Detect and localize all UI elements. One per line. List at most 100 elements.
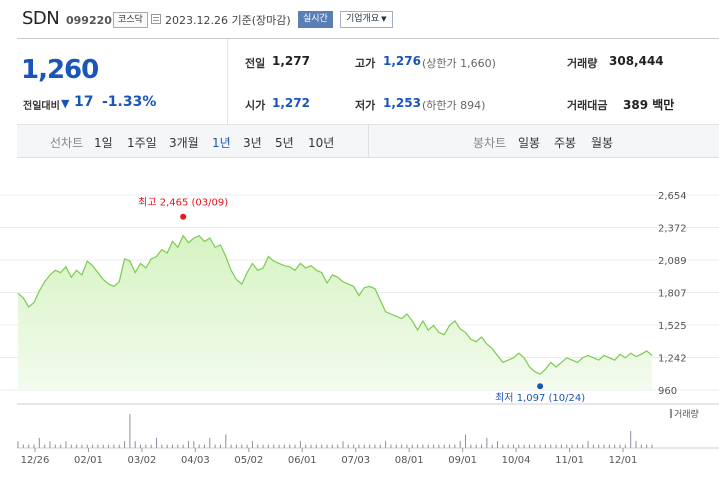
low-label: 저가 xyxy=(355,99,376,112)
volume-bar xyxy=(124,441,126,448)
quote-date: 2023.12.26 기준(장마감) xyxy=(165,14,291,27)
volume-bar xyxy=(235,444,237,448)
volume-bar xyxy=(108,444,110,448)
amount-label: 거래대금 xyxy=(567,99,608,112)
volume-bar xyxy=(92,444,94,448)
volume-bar xyxy=(283,444,285,448)
candle-chart-label: 봉차트 xyxy=(473,136,507,150)
y-tick-label: 960 xyxy=(658,386,677,397)
price-chart[interactable]: 최고 2,465 (03/09) 최저 1,097 (10/24) 2,654 2,… xyxy=(0,158,719,487)
company-overview-button[interactable]: 기업개요 ▼ xyxy=(340,11,393,28)
y-tick-label: 1,242 xyxy=(658,354,687,365)
x-tick-label: 10/04 xyxy=(502,455,531,466)
volume-bar xyxy=(619,444,621,448)
volume-bar xyxy=(28,444,30,448)
price-chart-svg: 최고 2,465 (03/09) 최저 1,097 (10/24) 2,654 2,… xyxy=(0,191,719,466)
volume-bar xyxy=(560,444,562,448)
volume-bar xyxy=(22,444,24,448)
volume-bar xyxy=(646,444,648,448)
volume-bar xyxy=(512,444,514,448)
volume-bar xyxy=(203,444,205,448)
volume-value: 308,444 xyxy=(609,54,664,68)
volume-bar xyxy=(395,444,397,448)
volume-bar xyxy=(582,444,584,448)
volume-bar xyxy=(299,441,301,448)
tab-10y[interactable]: 10년 xyxy=(308,136,335,150)
volume-bar xyxy=(417,444,419,448)
volume-bar xyxy=(198,444,200,448)
volume-bar xyxy=(81,444,83,448)
tab-weekly[interactable]: 주봉 xyxy=(554,136,577,150)
change-value: 17 xyxy=(74,94,94,110)
tab-daily[interactable]: 일봉 xyxy=(518,136,541,150)
x-tick-label: 08/01 xyxy=(395,455,424,466)
volume-bar xyxy=(491,444,493,448)
tab-1d[interactable]: 1일 xyxy=(94,136,113,150)
volume-label: 거래량 xyxy=(567,57,598,70)
volume-bar xyxy=(486,437,488,448)
current-price: 1,260 xyxy=(21,55,99,85)
volume-bar xyxy=(358,444,360,448)
tab-3y[interactable]: 3년 xyxy=(243,136,262,150)
volume-bar xyxy=(614,444,616,448)
volume-bar xyxy=(310,444,312,448)
volume-bar xyxy=(267,444,269,448)
volume-bar xyxy=(70,444,72,448)
tab-3m[interactable]: 3개월 xyxy=(169,136,199,150)
tab-1y[interactable]: 1년 xyxy=(212,136,231,150)
volume-bar xyxy=(97,444,99,448)
x-tick-label: 12/01 xyxy=(609,455,638,466)
caret-down-icon: ▼ xyxy=(381,15,387,23)
volume-bar xyxy=(113,444,115,448)
realtime-button[interactable]: 실시간 xyxy=(298,11,333,28)
volume-bar xyxy=(539,444,541,448)
volume-bar xyxy=(193,441,195,448)
volume-bar xyxy=(140,444,142,448)
x-tick-label: 11/01 xyxy=(555,455,584,466)
volume-bar xyxy=(33,444,35,448)
volume-bar xyxy=(182,444,184,448)
volume-bar xyxy=(422,444,424,448)
volume-bar xyxy=(129,414,131,448)
volume-bar xyxy=(150,444,152,448)
volume-bar xyxy=(145,444,147,448)
volume-bar xyxy=(38,437,40,448)
volume-bar xyxy=(326,444,328,448)
volume-bar xyxy=(427,444,429,448)
high-marker xyxy=(180,213,187,220)
low-label: 최저 1,097 (10/24) xyxy=(495,392,585,404)
volume-bar xyxy=(481,444,483,448)
volume-bar xyxy=(353,444,355,448)
volume-bar xyxy=(251,441,253,448)
tab-monthly[interactable]: 월봉 xyxy=(591,136,614,150)
y-tick-label: 1,525 xyxy=(658,321,687,332)
volume-bar xyxy=(592,444,594,448)
tab-5y[interactable]: 5년 xyxy=(275,136,294,150)
high-label: 최고 2,465 (03/09) xyxy=(138,197,228,209)
volume-legend-swatch xyxy=(670,409,672,418)
volume-bar xyxy=(518,444,520,448)
volume-bar xyxy=(49,441,51,448)
volume-bar xyxy=(470,444,472,448)
y-tick-label: 2,089 xyxy=(658,256,687,267)
volume-bar xyxy=(241,444,243,448)
volume-bar xyxy=(544,444,546,448)
volume-bar xyxy=(337,444,339,448)
tab-1w[interactable]: 1주일 xyxy=(127,136,157,150)
volume-bar xyxy=(214,444,216,448)
volume-bar xyxy=(246,444,248,448)
volume-bar xyxy=(438,444,440,448)
volume-bar xyxy=(294,444,296,448)
volume-bar xyxy=(640,444,642,448)
x-tick-label: 05/02 xyxy=(234,455,263,466)
change-label: 전일대비 xyxy=(23,101,60,112)
volume-bar xyxy=(86,444,88,448)
volume-bar xyxy=(587,441,589,448)
volume-bar xyxy=(257,444,259,448)
volume-bar xyxy=(278,444,280,448)
volume-bar xyxy=(177,444,179,448)
volume-bar xyxy=(331,444,333,448)
volume-bar xyxy=(60,444,62,448)
volume-bar xyxy=(496,441,498,448)
quote-panel: 1,260 전일대비 ▼ 17 -1.33% 전일 1,277 고가 1,276… xyxy=(17,38,719,125)
